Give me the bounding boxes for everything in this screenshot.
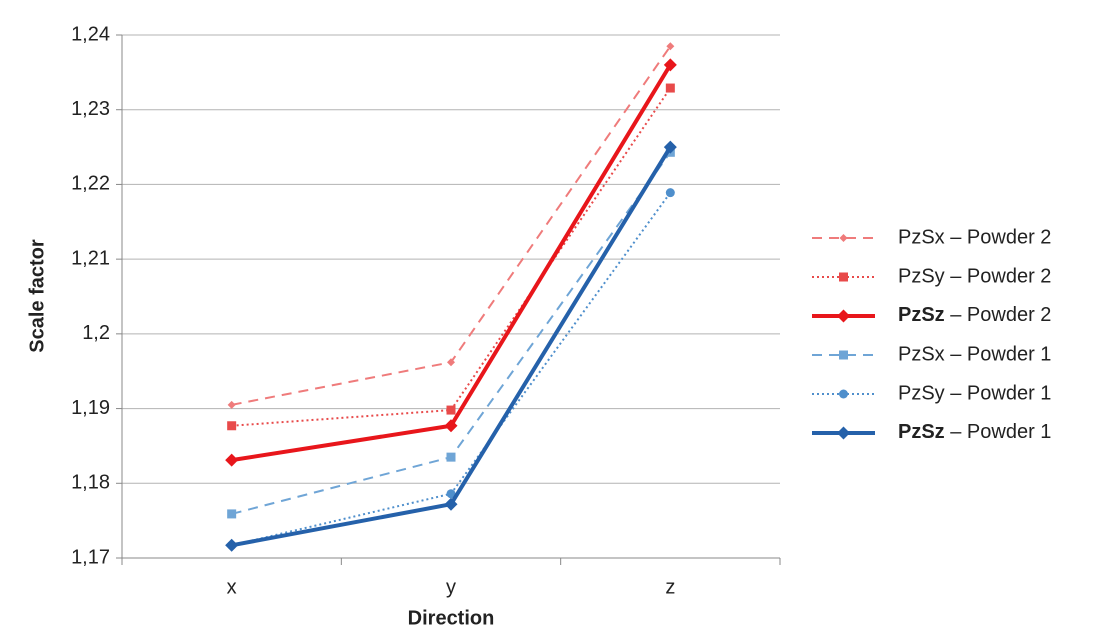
legend-marker: [839, 350, 848, 360]
data-point: [227, 421, 237, 431]
series-line: [231, 45, 672, 406]
legend-label: PzSz – Powder 2: [898, 304, 1051, 326]
legend-label: PzSx – Powder 1: [898, 343, 1051, 365]
y-tick-label: 1,19: [71, 397, 110, 419]
data-point: [447, 358, 455, 367]
data-point: [446, 405, 456, 415]
data-point: [446, 489, 456, 499]
y-tick-label: 1,24: [71, 23, 110, 45]
legend-marker: [839, 234, 848, 242]
data-point: [663, 58, 677, 72]
legend-marker: [839, 272, 848, 282]
legend-label-bold: PzSz: [898, 304, 945, 326]
legend-marker: [837, 426, 850, 440]
legend-marker: [837, 309, 850, 323]
y-tick-label: 1,21: [71, 247, 110, 269]
x-tick-label: z: [665, 576, 675, 598]
legend-marker: [839, 389, 848, 399]
legend-label: PzSz – Powder 1: [898, 421, 1051, 443]
data-point: [225, 538, 239, 552]
x-tick-label: x: [227, 576, 237, 598]
y-tick-label: 1,2: [82, 322, 110, 344]
legend-label-bold: PzSz: [898, 421, 945, 443]
series-line: [231, 146, 673, 548]
x-tick-label: y: [446, 576, 456, 598]
data-point: [663, 140, 677, 154]
legend-label-rest: – Powder 2: [945, 304, 1052, 326]
data-point: [444, 419, 458, 433]
legend-label: PzSy – Powder 1: [898, 382, 1051, 404]
y-tick-label: 1,22: [71, 173, 110, 195]
y-axis-title: Scale factor: [26, 239, 48, 353]
data-point: [225, 453, 239, 467]
data-point: [446, 452, 456, 462]
legend-label: PzSx – Powder 2: [898, 226, 1051, 248]
data-point: [666, 42, 675, 51]
data-point: [665, 188, 675, 198]
data-point: [227, 400, 236, 409]
legend-label: PzSy – Powder 2: [898, 265, 1051, 287]
y-tick-label: 1,17: [71, 546, 110, 568]
data-point: [665, 83, 675, 93]
x-axis-title: Direction: [408, 607, 495, 629]
y-tick-label: 1,18: [71, 472, 110, 494]
data-point: [227, 509, 237, 519]
y-tick-label: 1,23: [71, 98, 110, 120]
legend-label-rest: – Powder 1: [945, 421, 1052, 443]
data-point: [444, 497, 458, 511]
series-line: [231, 63, 673, 463]
